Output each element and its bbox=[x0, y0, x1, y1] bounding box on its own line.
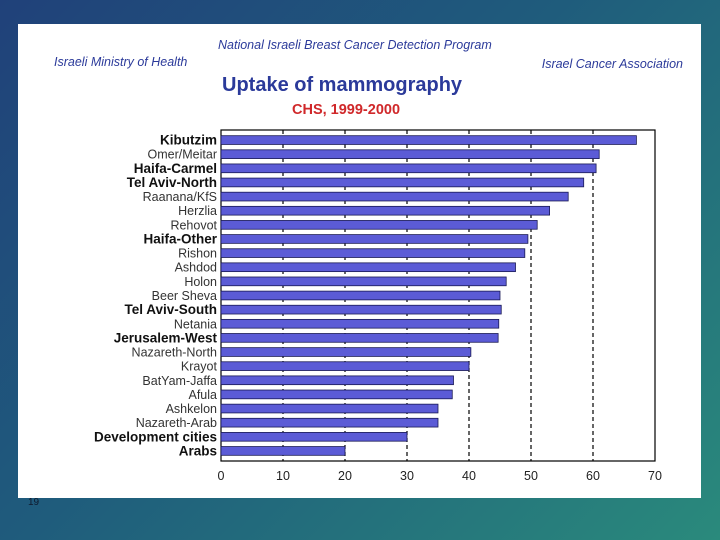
category-label-5: Raanana/KfS bbox=[143, 190, 217, 204]
bar-14 bbox=[220, 318, 500, 329]
x-tick-label-50: 50 bbox=[524, 469, 538, 483]
category-label-20: Ashkelon bbox=[166, 402, 217, 416]
bar-8 bbox=[220, 234, 529, 244]
bar-16 bbox=[220, 347, 472, 357]
category-label-9: Rishon bbox=[178, 247, 217, 261]
bar-4 bbox=[220, 177, 585, 188]
bar-12 bbox=[220, 290, 501, 301]
category-label-15: Jerusalem-West bbox=[114, 330, 218, 345]
bar-18 bbox=[220, 375, 454, 386]
bar-3 bbox=[220, 163, 597, 174]
bar-5 bbox=[220, 191, 569, 202]
bar-1 bbox=[220, 135, 637, 145]
category-label-19: Afula bbox=[189, 388, 218, 402]
bar-23 bbox=[220, 446, 346, 456]
category-label-14: Netania bbox=[174, 317, 217, 331]
bar-22 bbox=[220, 432, 408, 442]
bar-13 bbox=[220, 304, 502, 315]
category-label-7: Rehovot bbox=[170, 218, 217, 232]
category-label-13: Tel Aviv-South bbox=[124, 302, 217, 317]
ministry-label: Israeli Ministry of Health bbox=[54, 55, 188, 69]
chart-title: Uptake of mammography bbox=[222, 74, 463, 96]
bar-10 bbox=[220, 262, 516, 273]
bar-17 bbox=[220, 361, 470, 371]
bar-20 bbox=[220, 403, 439, 414]
category-label-6: Herzlia bbox=[178, 204, 217, 218]
bar-21 bbox=[220, 417, 439, 428]
x-tick-label-10: 10 bbox=[276, 469, 290, 483]
slide-number: 19 bbox=[28, 497, 40, 508]
bar-6 bbox=[220, 205, 551, 216]
category-label-18: BatYam-Jaffa bbox=[142, 374, 217, 388]
category-label-10: Ashdod bbox=[175, 261, 217, 275]
program-title: National Israeli Breast Cancer Detection… bbox=[218, 38, 492, 52]
category-label-21: Nazareth-Arab bbox=[136, 416, 217, 430]
association-label: Israel Cancer Association bbox=[541, 57, 683, 71]
category-label-16: Nazareth-North bbox=[132, 346, 217, 360]
bar-2 bbox=[220, 149, 600, 159]
bar-11 bbox=[220, 276, 507, 287]
x-tick-label-0: 0 bbox=[218, 469, 225, 483]
category-label-3: Haifa-Carmel bbox=[134, 161, 217, 176]
x-tick-label-70: 70 bbox=[648, 469, 662, 483]
chart-subtitle: CHS, 1999-2000 bbox=[292, 102, 401, 118]
slide: National Israeli Breast Cancer Detection… bbox=[18, 24, 701, 498]
bar-19 bbox=[220, 389, 453, 400]
category-label-23: Arabs bbox=[179, 443, 217, 458]
x-tick-label-40: 40 bbox=[462, 469, 476, 483]
category-label-2: Omer/Meitar bbox=[148, 148, 217, 162]
category-label-8: Haifa-Other bbox=[143, 231, 217, 246]
x-tick-label-30: 30 bbox=[400, 469, 414, 483]
category-label-17: Krayot bbox=[181, 360, 218, 374]
x-tick-label-20: 20 bbox=[338, 469, 352, 483]
category-label-4: Tel Aviv-North bbox=[127, 175, 217, 190]
category-label-1: Kibutzim bbox=[160, 133, 217, 148]
category-label-22: Development cities bbox=[94, 429, 217, 444]
category-label-12: Beer Sheva bbox=[152, 289, 217, 303]
x-tick-label-60: 60 bbox=[586, 469, 600, 483]
bar-15 bbox=[220, 333, 499, 343]
category-label-11: Holon bbox=[184, 275, 217, 289]
bar-7 bbox=[220, 220, 538, 230]
bar-9 bbox=[220, 248, 526, 258]
